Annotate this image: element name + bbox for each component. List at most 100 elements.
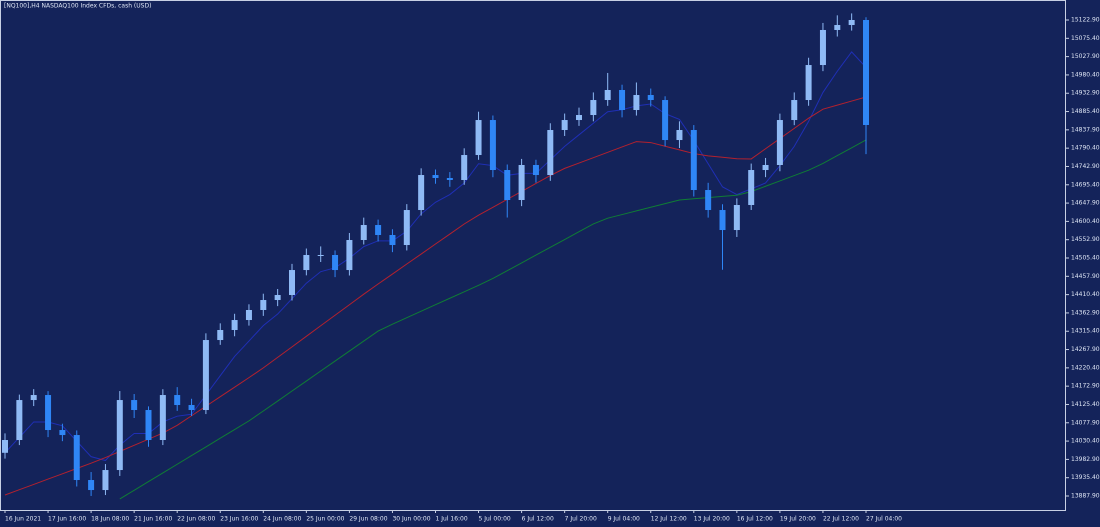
x-tick-label: 16 Jul 12:00	[737, 516, 773, 523]
candle-body	[432, 175, 439, 178]
candle-body	[719, 210, 726, 231]
y-tick-label: 15075.40	[1071, 35, 1100, 42]
y-tick-label: 15027.90	[1071, 53, 1100, 60]
y-tick-label: 14932.90	[1071, 90, 1100, 97]
candle-body	[88, 480, 95, 491]
y-tick-label: 15122.90	[1071, 17, 1100, 24]
candle-body	[217, 330, 224, 341]
candle-body	[461, 155, 468, 180]
y-tick-label: 14695.40	[1071, 181, 1100, 188]
y-tick-label: 14315.40	[1071, 328, 1100, 335]
candle-body	[791, 100, 798, 121]
y-tick-label: 14647.90	[1071, 200, 1100, 207]
x-tick-label: 18 Jun 08:00	[91, 516, 129, 523]
x-tick-label: 17 Jun 16:00	[48, 516, 86, 523]
x-tick-label: 21 Jun 16:00	[134, 516, 172, 523]
candle-body	[188, 405, 195, 411]
candle-body	[231, 320, 238, 331]
candle-body	[45, 395, 52, 431]
candle-body	[690, 130, 697, 191]
candle-body	[131, 400, 138, 411]
candle-body	[245, 310, 252, 321]
candle-body	[73, 435, 80, 481]
y-tick-label: 14220.40	[1071, 364, 1100, 371]
y-tick-label: 14837.90	[1071, 126, 1100, 133]
candle-body	[102, 470, 109, 491]
x-tick-label: 30 Jun 00:00	[392, 516, 430, 523]
candle-body	[834, 25, 841, 30]
candle-body	[202, 340, 209, 411]
y-tick-label: 14172.90	[1071, 383, 1100, 390]
candle-body	[676, 130, 683, 141]
candle-body	[16, 400, 23, 441]
candle-body	[647, 95, 654, 101]
candle-body	[819, 29, 826, 66]
candle-body	[604, 89, 611, 101]
candle-body	[561, 120, 568, 131]
candle-body	[748, 170, 755, 206]
x-tick-label: 7 Jul 20:00	[565, 516, 597, 523]
candle-body	[547, 130, 554, 176]
candle-body	[174, 395, 181, 406]
candle-body	[260, 300, 267, 311]
x-tick-label: 22 Jun 08:00	[177, 516, 215, 523]
candle-body	[633, 95, 640, 111]
x-tick-label: 24 Jun 08:00	[263, 516, 301, 523]
x-tick-label: 22 Jul 12:00	[823, 516, 859, 523]
candle-body	[576, 115, 582, 121]
candle-body	[776, 120, 783, 166]
candle-body	[532, 165, 539, 176]
candle-body	[446, 177, 453, 180]
x-tick-label: 16 Jun 2021	[5, 516, 41, 523]
candle-body	[418, 175, 425, 211]
candle-body	[317, 255, 324, 256]
y-tick-label: 14030.40	[1071, 438, 1100, 445]
y-tick-label: 14742.90	[1071, 163, 1100, 170]
candle-body	[805, 65, 812, 101]
candle-body	[863, 20, 869, 125]
candle-body	[518, 165, 525, 200]
y-tick-label: 14410.40	[1071, 291, 1100, 298]
candle-body	[2, 440, 8, 453]
candle-body	[619, 89, 626, 111]
x-tick-label: 19 Jul 20:00	[780, 516, 816, 523]
candle-body	[489, 120, 496, 171]
y-tick-label: 13935.40	[1071, 474, 1100, 481]
candle-body	[389, 234, 396, 246]
candle-body	[504, 170, 511, 200]
y-tick-label: 14362.90	[1071, 309, 1100, 316]
x-tick-label: 13 Jul 20:00	[694, 516, 730, 523]
candle-body	[116, 400, 123, 471]
candle-body	[145, 410, 152, 441]
y-tick-label: 14267.90	[1071, 346, 1100, 353]
candle-body	[360, 225, 367, 241]
y-tick-label: 14790.40	[1071, 145, 1100, 152]
candle-body	[662, 100, 669, 141]
y-tick-label: 14457.90	[1071, 273, 1100, 280]
y-tick-label: 14552.90	[1071, 236, 1100, 243]
y-tick-label: 14125.40	[1071, 401, 1100, 408]
y-tick-label: 14600.40	[1071, 218, 1100, 225]
x-tick-label: 9 Jul 04:00	[608, 516, 640, 523]
y-tick-label: 14980.40	[1071, 71, 1100, 78]
candle-body	[274, 295, 281, 301]
candle-body	[375, 225, 382, 235]
candle-body	[733, 205, 740, 231]
chart-title: [NQ100],H4 NASDAQ100 Index CFDs, cash (U…	[4, 3, 151, 10]
candle-body	[303, 255, 310, 271]
candle-body	[159, 395, 166, 441]
candle-body	[289, 270, 295, 296]
y-tick-label: 14885.40	[1071, 108, 1100, 115]
x-tick-label: 5 Jul 00:00	[479, 516, 511, 523]
candle-body	[848, 20, 855, 26]
candle-body	[332, 255, 339, 271]
y-tick-label: 14077.90	[1071, 419, 1100, 426]
candle-body	[475, 120, 482, 156]
y-tick-label: 14505.40	[1071, 255, 1100, 262]
candle-body	[346, 240, 353, 271]
candle-body	[705, 190, 712, 211]
candle-body	[762, 165, 769, 171]
